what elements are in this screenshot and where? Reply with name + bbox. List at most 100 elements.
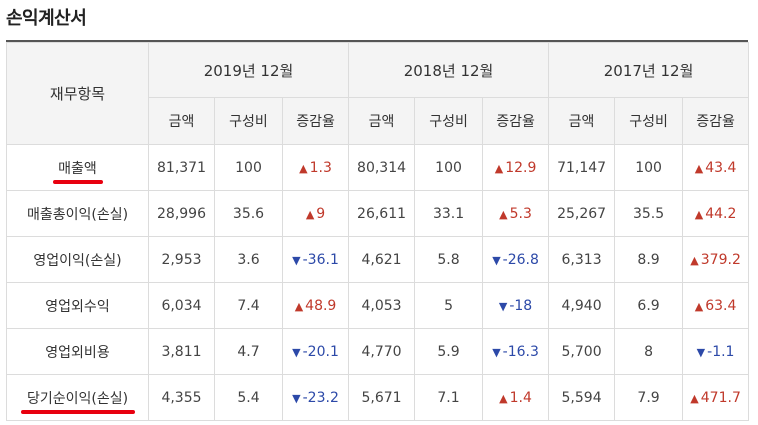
triangle-down-icon: ▼ [492, 345, 501, 359]
header-year-2018: 2018년 12월 [348, 42, 550, 98]
triangle-up-icon: ▲ [294, 299, 304, 313]
change-cell: ▲ 44.2 [682, 190, 750, 237]
change-value: -16.3 [502, 343, 539, 360]
ratio-cell: 8 [614, 328, 684, 375]
row-label-cell: 영업외비용 [6, 328, 149, 375]
subheader-row: 금액 구성비 증감율 금액 구성비 증감율 금액 구성비 증감율 [7, 97, 750, 145]
change-value: 43.4 [705, 159, 737, 176]
change-value: 379.2 [700, 251, 741, 268]
triangle-down-icon: ▼ [492, 253, 501, 267]
amount-cell: 4,940 [548, 282, 616, 329]
triangle-down-icon: ▼ [292, 391, 301, 405]
ratio-cell: 4.7 [214, 328, 283, 375]
header-year-2019: 2019년 12월 [147, 42, 350, 98]
amount-cell: 28,996 [148, 190, 215, 237]
amount-cell: 4,355 [148, 374, 215, 421]
amount-cell: 4,621 [348, 236, 416, 283]
triangle-down-icon: ▼ [696, 345, 706, 359]
amount-cell: 3,811 [148, 328, 215, 375]
change-cell: ▼ -36.1 [281, 236, 350, 283]
amount-cell: 80,314 [348, 144, 416, 191]
triangle-up-icon: ▲ [499, 207, 508, 221]
change-cell: ▲ 379.2 [682, 236, 750, 283]
triangle-down-icon: ▼ [292, 253, 301, 267]
subheader-ratio: 구성비 [414, 97, 484, 145]
subheader-amount: 금액 [148, 97, 215, 145]
subheader-change: 증감율 [281, 97, 350, 145]
table-row: 영업이익(손실) 2,953 3.6 ▼ -36.1 4,621 5.8 ▼ -26.8 6,31… [6, 236, 750, 283]
subheader-change: 증감율 [682, 97, 750, 145]
triangle-down-icon: ▼ [292, 345, 301, 359]
change-cell: ▼ -1.1 [682, 328, 750, 375]
row-label-cell: 매출액 [6, 144, 149, 191]
change-value: 48.9 [305, 297, 337, 314]
triangle-up-icon: ▲ [690, 391, 699, 405]
triangle-up-icon: ▲ [499, 391, 508, 405]
amount-cell: 2,953 [148, 236, 215, 283]
ratio-cell: 100 [214, 144, 283, 191]
table-row: 영업외비용 3,811 4.7 ▼ -20.1 4,770 5.9 ▼ -16.3 5,700 8 ▼… [6, 328, 750, 375]
subheader-ratio: 구성비 [214, 97, 283, 145]
change-value: -1.1 [707, 343, 735, 360]
row-label: 영업외비용 [45, 344, 110, 361]
triangle-up-icon: ▲ [694, 161, 704, 175]
amount-cell: 5,671 [348, 374, 416, 421]
ratio-cell: 5 [414, 282, 484, 329]
ratio-cell: 5.9 [414, 328, 484, 375]
change-cell: ▲ 9 [281, 190, 350, 237]
triangle-up-icon: ▲ [694, 207, 704, 221]
change-cell: ▲ 43.4 [682, 144, 750, 191]
title-divider [6, 40, 748, 42]
amount-cell: 5,700 [548, 328, 616, 375]
ratio-cell: 100 [614, 144, 684, 191]
change-cell: ▼ -23.2 [281, 374, 350, 421]
change-cell: ▲ 1.4 [482, 374, 550, 421]
change-value: 1.4 [509, 389, 532, 406]
row-label: 매출총이익(손실) [26, 206, 129, 223]
table-row: 당기순이익(손실) 4,355 5.4 ▼ -23.2 5,671 7.1 ▲ 1.4 5,594… [6, 374, 750, 421]
ratio-cell: 5.4 [214, 374, 283, 421]
table-row: 영업외수익 6,034 7.4 ▲ 48.9 4,053 5 ▼ -18 4,940 6.9 ▲ 63.… [6, 282, 750, 329]
header-item-col: 재무항목 [6, 42, 149, 145]
income-statement-table: 재무항목 2019년 12월 2018년 12월 2017년 12월 금액 구성비… [6, 42, 750, 421]
subheader-amount: 금액 [348, 97, 416, 145]
page-title: 손익계산서 [6, 8, 87, 29]
subheader-change: 증감율 [482, 97, 550, 145]
ratio-cell: 6.9 [614, 282, 684, 329]
ratio-cell: 33.1 [414, 190, 484, 237]
amount-cell: 4,770 [348, 328, 416, 375]
row-label: 영업외수익 [45, 298, 110, 315]
change-value: 44.2 [705, 205, 737, 222]
change-value: -23.2 [302, 389, 339, 406]
triangle-up-icon: ▲ [694, 299, 704, 313]
change-cell: ▲ 12.9 [482, 144, 550, 191]
change-cell: ▲ 471.7 [682, 374, 750, 421]
row-label-cell: 당기순이익(손실) [6, 374, 149, 421]
change-value: 9 [316, 205, 326, 222]
amount-cell: 6,034 [148, 282, 215, 329]
change-value: 1.3 [309, 159, 332, 176]
amount-cell: 25,267 [548, 190, 616, 237]
change-value: -20.1 [302, 343, 339, 360]
subheader-ratio: 구성비 [614, 97, 684, 145]
table-row: 매출총이익(손실) 28,996 35.6 ▲ 9 26,611 33.1 ▲ 5.3 25,26… [6, 190, 750, 237]
change-cell: ▲ 63.4 [682, 282, 750, 329]
amount-cell: 71,147 [548, 144, 616, 191]
triangle-up-icon: ▲ [305, 207, 315, 221]
change-cell: ▲ 1.3 [281, 144, 350, 191]
change-value: -18 [509, 297, 533, 314]
header-year-2017: 2017년 12월 [548, 42, 750, 98]
triangle-down-icon: ▼ [498, 299, 508, 313]
change-value: 5.3 [509, 205, 532, 222]
triangle-up-icon: ▲ [299, 161, 308, 175]
ratio-cell: 35.6 [214, 190, 283, 237]
row-label: 영업이익(손실) [33, 252, 122, 269]
row-label-cell: 매출총이익(손실) [6, 190, 149, 237]
highlight-underline [52, 180, 104, 184]
row-label-cell: 영업외수익 [6, 282, 149, 329]
amount-cell: 81,371 [148, 144, 215, 191]
amount-cell: 6,313 [548, 236, 616, 283]
change-cell: ▼ -16.3 [482, 328, 550, 375]
ratio-cell: 8.9 [614, 236, 684, 283]
ratio-cell: 7.4 [214, 282, 283, 329]
